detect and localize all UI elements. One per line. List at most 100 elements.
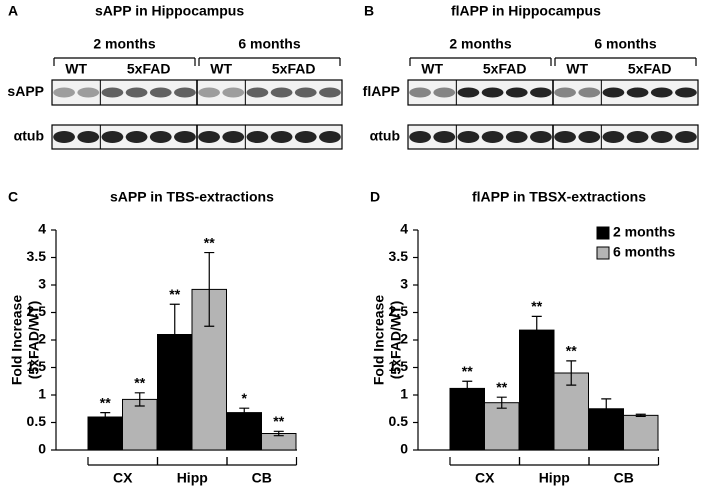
error-bar (134, 392, 145, 407)
band (530, 131, 552, 143)
band (198, 131, 220, 143)
group-label: 6 months (238, 36, 300, 52)
legend-label: 6 months (613, 244, 675, 260)
significance: ** (566, 343, 577, 359)
row-label: αtub (14, 128, 44, 144)
band (294, 131, 317, 143)
y-axis-label: (5xFAD/WT) (388, 301, 404, 380)
significance: ** (273, 413, 284, 429)
band (149, 131, 172, 143)
bar (122, 398, 158, 451)
group-label: 2 months (93, 36, 155, 52)
band (578, 131, 601, 143)
band (554, 87, 576, 98)
chart-title: sAPP in TBS-extractions (110, 189, 274, 205)
band (675, 131, 697, 143)
y-tick-label: 3.5 (27, 248, 47, 264)
x-tick-label: CX (475, 470, 495, 486)
y-tick-label: 1 (38, 386, 46, 402)
blot-title: sAPP in Hippocampus (95, 3, 244, 19)
error-bar (601, 398, 612, 420)
significance: * (242, 390, 248, 406)
row-label: sAPP (7, 83, 44, 99)
bar (449, 387, 485, 451)
band (149, 87, 172, 98)
band (554, 131, 576, 143)
x-tick-label: Hipp (177, 470, 208, 486)
band (222, 87, 245, 98)
legend-label: 2 months (613, 224, 675, 240)
error-bar (531, 315, 542, 345)
band (222, 131, 245, 143)
band (650, 131, 673, 143)
legend-swatch (596, 246, 610, 260)
legend-swatch (596, 226, 610, 240)
bar (226, 412, 262, 451)
error-bar (100, 412, 111, 422)
y-tick-label: 2 (400, 331, 408, 347)
y-axis-label: Fold Increase (9, 295, 25, 385)
panel-letter: C (8, 189, 18, 205)
error-bar (496, 396, 507, 409)
y-tick-label: 0 (38, 441, 46, 457)
band (198, 87, 220, 98)
bar (623, 414, 659, 451)
band (626, 131, 649, 143)
lane-label: WT (421, 61, 443, 77)
band (174, 87, 196, 98)
error-bar (204, 251, 215, 327)
band (505, 87, 528, 98)
error-bar (273, 430, 284, 437)
band (433, 87, 456, 98)
band (125, 87, 148, 98)
band (650, 87, 673, 98)
band (481, 131, 504, 143)
y-tick-label: 3 (400, 276, 408, 292)
lane-label: WT (566, 61, 588, 77)
error-bar (566, 360, 577, 386)
y-tick-label: 2 (38, 331, 46, 347)
band (77, 131, 100, 143)
y-tick-label: 2.5 (389, 303, 409, 319)
chart-title: flAPP in TBSX-extractions (472, 189, 646, 205)
significance: ** (169, 286, 180, 302)
x-tick-label: CB (614, 470, 634, 486)
y-tick-label: 3.5 (389, 248, 409, 264)
band (578, 87, 601, 98)
y-tick-label: 1 (400, 386, 408, 402)
band (125, 131, 148, 143)
band (101, 87, 124, 98)
band (77, 87, 100, 98)
band (675, 87, 697, 98)
band (246, 87, 269, 98)
error-bar (462, 380, 473, 397)
group-label: 2 months (449, 36, 511, 52)
significance: ** (204, 234, 215, 250)
y-tick-label: 4 (400, 221, 408, 237)
band (53, 131, 75, 143)
y-tick-label: 1.5 (27, 358, 47, 374)
panel-letter: D (370, 189, 380, 205)
y-tick-label: 3 (38, 276, 46, 292)
lane-label: 5xFAD (127, 61, 171, 77)
y-axis-label: (5xFAD/WT) (26, 301, 42, 380)
band (505, 131, 528, 143)
y-tick-label: 4 (38, 221, 46, 237)
y-tick-label: 1.5 (389, 358, 409, 374)
band (457, 131, 480, 143)
error-bar (239, 407, 250, 418)
bar (519, 329, 555, 451)
y-tick-label: 0 (400, 441, 408, 457)
row-label: flAPP (363, 83, 400, 99)
row-label: αtub (370, 128, 400, 144)
band (319, 131, 341, 143)
band (409, 87, 431, 98)
bar (553, 372, 589, 451)
significance: ** (134, 375, 145, 391)
bar (484, 402, 520, 451)
x-tick-label: CB (252, 470, 272, 486)
panel-letter: A (8, 3, 18, 19)
lane-label: WT (210, 61, 232, 77)
group-label: 6 months (594, 36, 656, 52)
